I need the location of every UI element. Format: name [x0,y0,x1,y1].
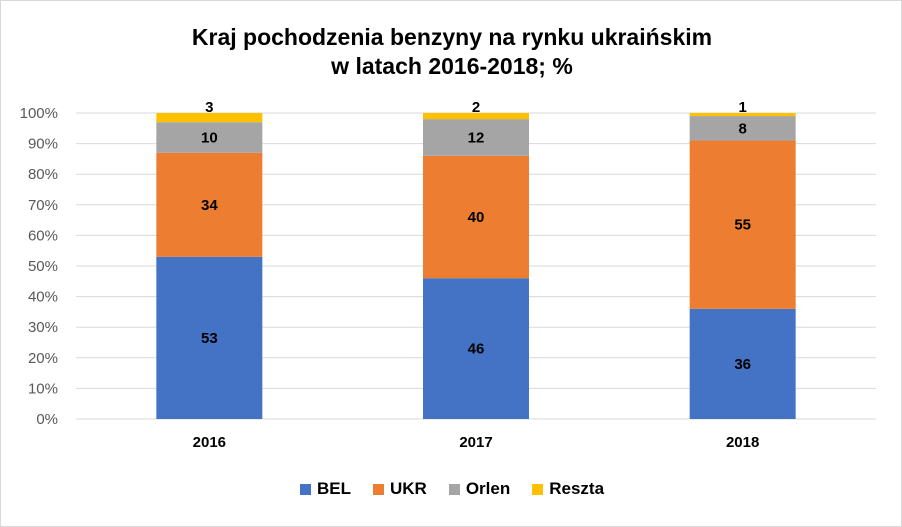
data-label: 10 [201,129,218,146]
bar-segment-bel-2016 [156,256,263,419]
legend-swatch-bel [299,483,311,495]
x-tick-label: 2016 [193,434,226,451]
y-tick-label: 60% [28,227,58,244]
data-label: 46 [468,341,485,358]
y-tick-label: 30% [28,319,58,336]
legend-item-orlen: Orlen [448,479,511,499]
chart-title-line-1: Kraj pochodzenia benzyny na rynku ukraiń… [191,24,713,50]
data-label: 55 [734,217,751,234]
x-tick-label: 2018 [726,434,759,451]
data-label: 3 [205,99,213,116]
legend-swatch-ukr [372,483,384,495]
data-label: 53 [201,330,218,347]
data-label: 34 [201,197,218,214]
bar-segment-orlen-2018 [689,116,796,141]
chart-title: Kraj pochodzenia benzyny na rynku ukraiń… [1,23,902,81]
bar-segment-reszta-2017 [423,113,529,120]
data-label: 40 [468,209,485,226]
chart-title-line-2: w latach 2016-2018; % [331,53,573,79]
y-tick-label: 70% [28,197,58,214]
data-label: 1 [738,99,746,116]
legend: BEL UKR Orlen Reszta [1,479,902,499]
legend-label-bel: BEL [316,479,351,498]
y-tick-label: 20% [28,350,58,367]
y-tick-label: 10% [28,380,58,397]
y-tick-label: 0% [36,411,58,428]
bar-segment-ukr-2017 [423,155,529,279]
y-tick-label: 100% [20,105,58,122]
legend-item-ukr: UKR [372,479,427,499]
bar-segment-ukr-2016 [156,152,263,257]
legend-label-ukr: UKR [389,479,427,498]
data-label: 2 [472,99,480,116]
legend-item-reszta: Reszta [532,479,604,499]
y-tick-label: 50% [28,258,58,275]
y-tick-label: 80% [28,166,58,183]
bar-segment-reszta-2018 [689,113,796,117]
legend-swatch-orlen [448,483,460,495]
legend-label-orlen: Orlen [465,479,511,498]
plot-area: 0% 10% 20% 30% 40% 50% 60% 70% 80% 90% 100% 53 34 10 3… [20,99,876,451]
bar-segment-ukr-2018 [689,140,796,309]
y-tick-label: 40% [28,289,58,306]
data-label: 36 [734,356,751,373]
x-tick-label: 2017 [459,434,492,451]
data-label: 12 [468,129,485,146]
legend-item-bel: BEL [299,479,351,499]
bar-segment-bel-2018 [689,308,796,419]
data-label: 8 [738,120,746,137]
bar-segment-bel-2017 [423,278,529,419]
legend-swatch-reszta [532,483,544,495]
legend-label-reszta: Reszta [549,479,605,498]
bar-segment-orlen-2016 [156,122,263,153]
y-tick-label: 90% [28,136,58,153]
bar-segment-orlen-2017 [423,119,529,156]
bar-segment-reszta-2016 [156,113,263,123]
